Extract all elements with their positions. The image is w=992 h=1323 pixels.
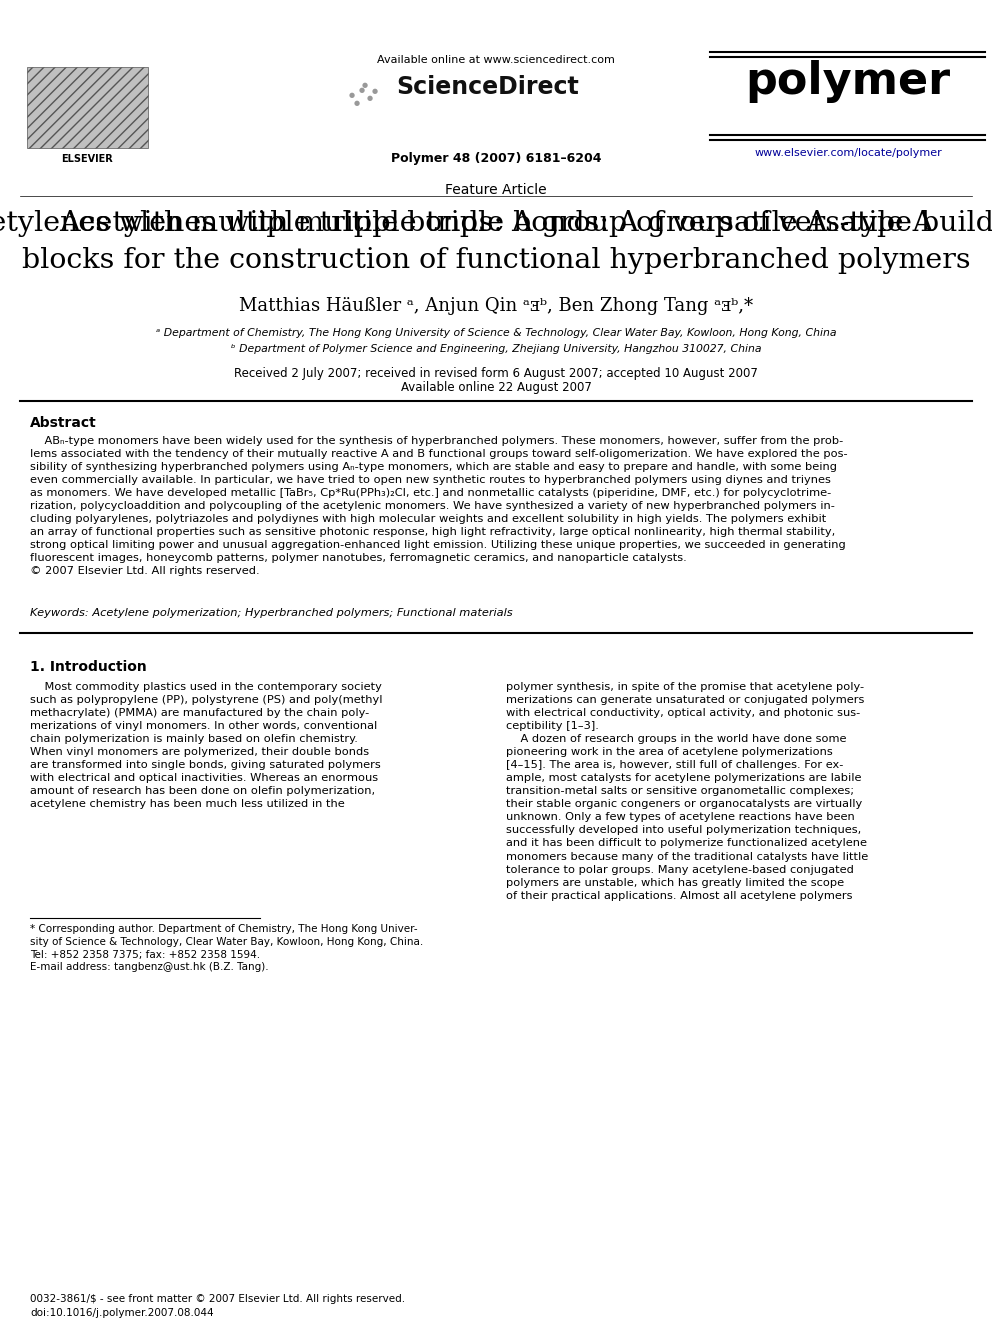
Text: ᵇ Department of Polymer Science and Engineering, Zhejiang University, Hangzhou 3: ᵇ Department of Polymer Science and Engi… (231, 344, 761, 355)
Text: www.elsevier.com/locate/polymer: www.elsevier.com/locate/polymer (754, 148, 941, 157)
Text: ᵃ Department of Chemistry, The Hong Kong University of Science & Technology, Cle: ᵃ Department of Chemistry, The Hong Kong… (156, 328, 836, 337)
Text: ●: ● (354, 101, 360, 106)
Text: Polymer 48 (2007) 6181–6204: Polymer 48 (2007) 6181–6204 (391, 152, 601, 165)
Text: Received 2 July 2007; received in revised form 6 August 2007; accepted 10 August: Received 2 July 2007; received in revise… (234, 366, 758, 380)
Text: ABₙ-type monomers have been widely used for the synthesis of hyperbranched polym: ABₙ-type monomers have been widely used … (30, 437, 847, 577)
Text: ●: ● (362, 82, 368, 89)
Text: Keywords: Acetylene polymerization; Hyperbranched polymers; Functional materials: Keywords: Acetylene polymerization; Hype… (30, 609, 513, 618)
Text: Abstract: Abstract (30, 415, 97, 430)
Text: Available online at www.sciencedirect.com: Available online at www.sciencedirect.co… (377, 56, 615, 65)
Text: ●: ● (367, 95, 373, 101)
Text: Acetylenes with multiple triple bonds: A group of versatile A: Acetylenes with multiple triple bonds: A… (59, 210, 933, 237)
Text: Matthias Häußler ᵃ, Anjun Qin ᵃⱻᵇ, Ben Zhong Tang ᵃⱻᵇ,*: Matthias Häußler ᵃ, Anjun Qin ᵃⱻᵇ, Ben Z… (239, 296, 753, 315)
Text: * Corresponding author. Department of Chemistry, The Hong Kong Univer-
sity of S: * Corresponding author. Department of Ch… (30, 923, 424, 972)
Bar (27, 67, 148, 148)
Text: ELSEVIER: ELSEVIER (62, 155, 113, 164)
Text: ●: ● (349, 93, 355, 98)
Text: polymer: polymer (745, 60, 950, 103)
Text: ●: ● (372, 89, 378, 94)
Text: Acetylenes with multiple triple bonds: A group of versatile Aₙ-type building: Acetylenes with multiple triple bonds: A… (0, 210, 992, 237)
Text: 0032-3861/$ - see front matter © 2007 Elsevier Ltd. All rights reserved.: 0032-3861/$ - see front matter © 2007 El… (30, 1294, 405, 1304)
Text: polymer synthesis, in spite of the promise that acetylene poly-
merizations can : polymer synthesis, in spite of the promi… (506, 681, 868, 901)
Text: 1. Introduction: 1. Introduction (30, 660, 147, 673)
Text: Most commodity plastics used in the contemporary society
such as polypropylene (: Most commodity plastics used in the cont… (30, 681, 383, 810)
Text: ScienceDirect: ScienceDirect (396, 75, 578, 99)
Text: Available online 22 August 2007: Available online 22 August 2007 (401, 381, 591, 394)
Text: Feature Article: Feature Article (445, 183, 547, 197)
Text: ●: ● (359, 87, 365, 93)
Text: doi:10.1016/j.polymer.2007.08.044: doi:10.1016/j.polymer.2007.08.044 (30, 1308, 213, 1318)
Text: blocks for the construction of functional hyperbranched polymers: blocks for the construction of functiona… (22, 247, 970, 274)
